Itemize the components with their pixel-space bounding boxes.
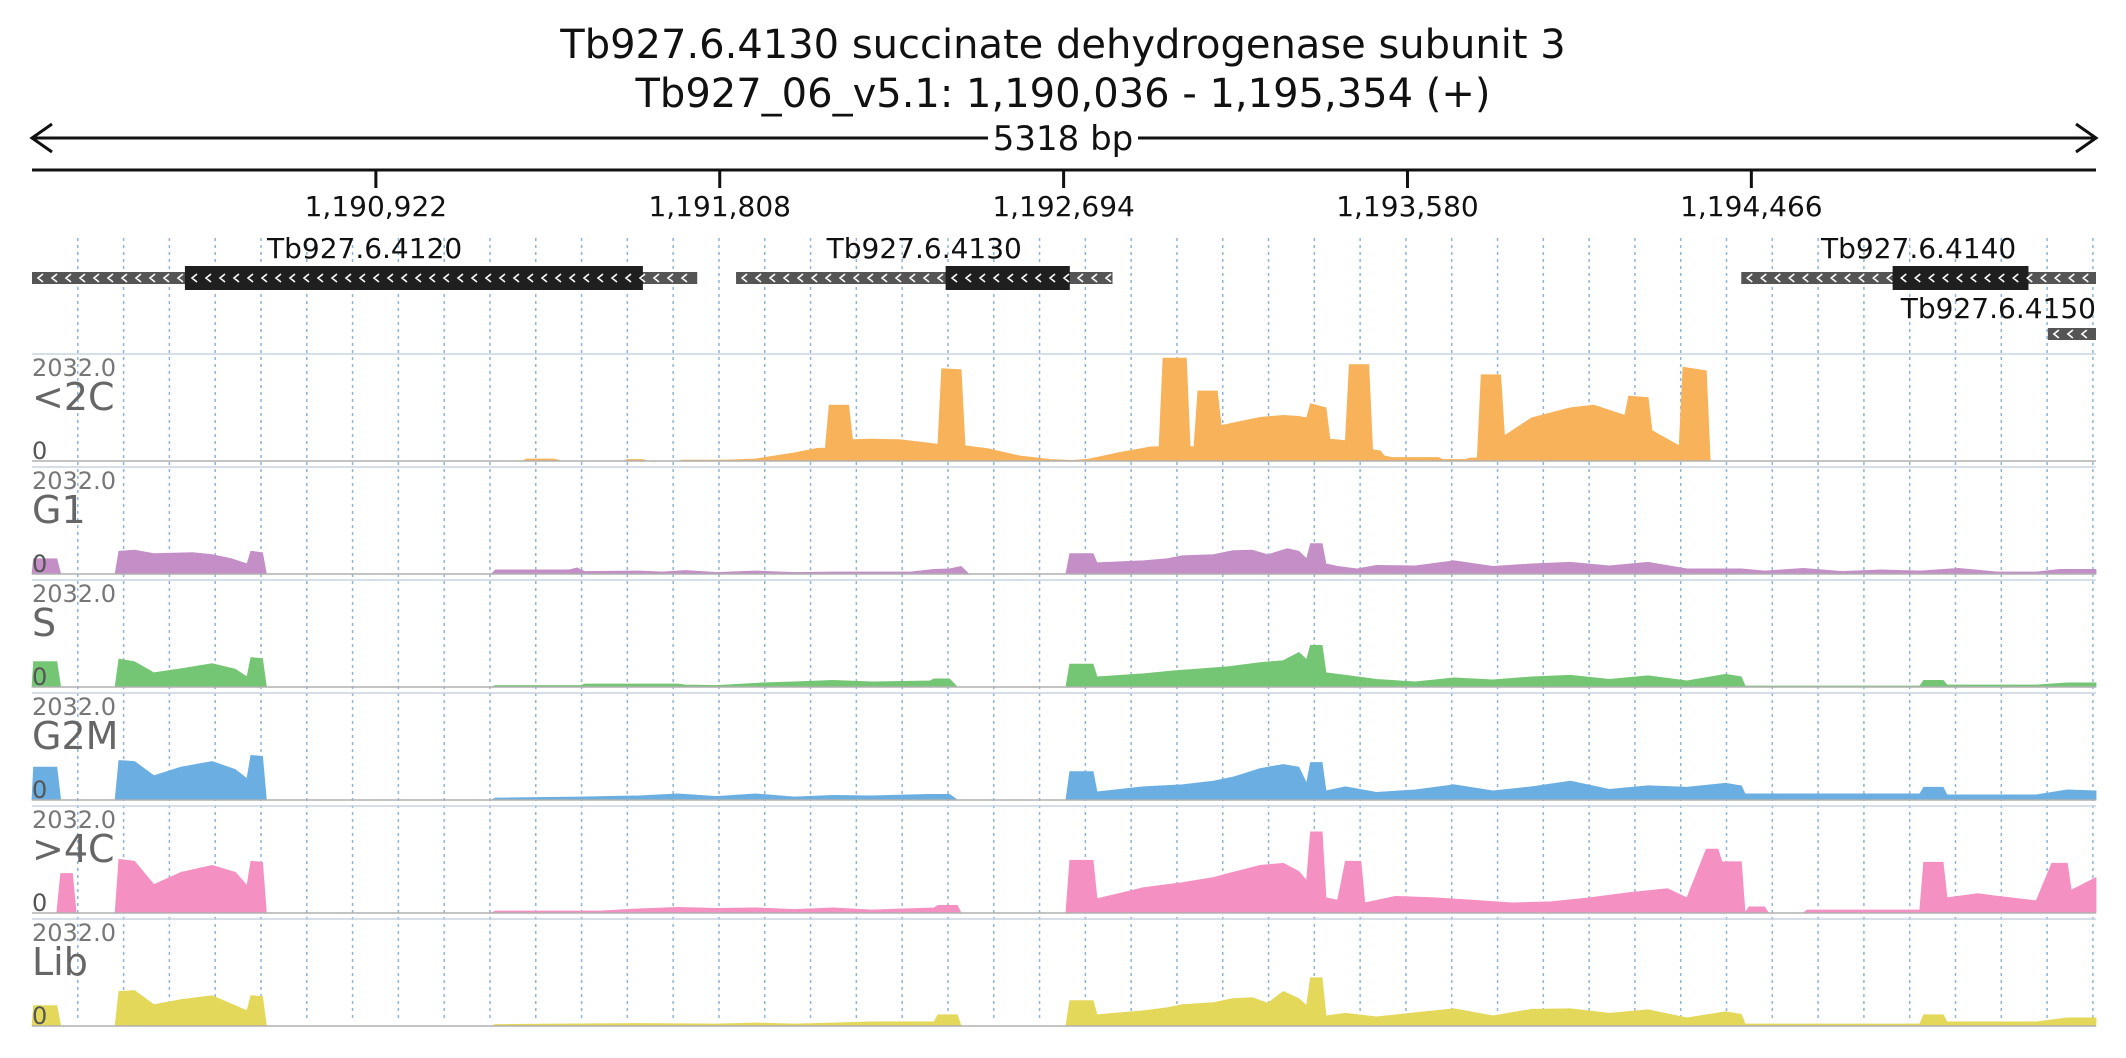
y-max-label: 2032.0: [32, 919, 116, 947]
strand-chevron-icon: [36, 273, 688, 283]
y-max-label: 2032.0: [32, 693, 116, 721]
coverage-area: [32, 357, 2096, 462]
span-label: 5318 bp: [993, 119, 1134, 159]
gene-label: Tb927.6.4120: [266, 232, 462, 265]
track-name-label: <2C: [32, 375, 115, 419]
ruler-ticks: 1,190,922 1,191,808 1,192,694 1,193,580 1,19…: [305, 170, 1823, 223]
track-name-label: Lib: [32, 940, 88, 984]
coverage-area: [32, 831, 2097, 915]
chart-title: Tb927.6.4130 succinate dehydrogenase sub…: [559, 22, 1565, 68]
gene-utr: [2047, 328, 2096, 340]
coverage-area: [31, 977, 2097, 1027]
left-arrow-icon: [29, 122, 53, 154]
track-S: 2032.0S 0: [31, 579, 2097, 691]
coverage-area: [31, 543, 2097, 575]
track-name-label: >4C: [32, 827, 115, 871]
span-indicator: 5318 bp: [29, 119, 2099, 159]
strand-chevron-icon: [740, 273, 1112, 283]
coverage-area: [31, 754, 2097, 801]
y-min-label: 0: [32, 437, 47, 465]
gene-cds: [1892, 266, 2029, 290]
strand-chevron-icon: [1745, 273, 2089, 283]
x-tick-label: 1,193,580: [1336, 190, 1479, 223]
track-name-label: G2M: [32, 714, 118, 758]
y-min-label: 0: [32, 663, 47, 691]
track-name-label: G1: [32, 488, 86, 532]
track-<2C: 2032.0<2C 0: [32, 353, 2096, 465]
y-min-label: 0: [32, 776, 47, 804]
gene-Tb927.6.4140[interactable]: Tb927.6.4140: [1741, 232, 2096, 290]
gene-label: Tb927.6.4150: [1900, 292, 2096, 325]
y-max-label: 2032.0: [32, 806, 116, 834]
coverage-tracks: 2032.0<2C02032.0G102032.0S02032.0G2M0203…: [31, 353, 2097, 1030]
right-arrow-icon: [2075, 122, 2099, 154]
track-G1: 2032.0G1 0: [31, 466, 2097, 578]
x-tick-label: 1,192,694: [992, 190, 1135, 223]
gene-Tb927.6.4150[interactable]: Tb927.6.4150: [1900, 292, 2096, 340]
gene-label: Tb927.6.4130: [826, 232, 1022, 265]
genes-track: Tb927.6.4120 Tb927.6.4130 Tb927.6.4140 Tb92…: [32, 232, 2096, 340]
coverage-area: [31, 645, 2097, 688]
x-tick-label: 1,190,922: [305, 190, 448, 223]
track-name-label: S: [32, 601, 56, 645]
gene-label: Tb927.6.4140: [1820, 232, 2016, 265]
strand-chevron-icon: [2052, 329, 2088, 339]
y-max-label: 2032.0: [32, 467, 116, 495]
y-min-label: 0: [32, 1002, 47, 1030]
y-min-label: 0: [32, 889, 47, 917]
track->4C: 2032.0>4C 0: [32, 805, 2097, 917]
y-max-label: 2032.0: [32, 580, 116, 608]
gene-Tb927.6.4120[interactable]: Tb927.6.4120: [32, 232, 698, 290]
gene-Tb927.6.4130[interactable]: Tb927.6.4130: [736, 232, 1113, 290]
gene-cds: [184, 266, 643, 290]
x-tick-label: 1,191,808: [648, 190, 791, 223]
y-min-label: 0: [32, 550, 47, 578]
y-max-label: 2032.0: [32, 354, 116, 382]
x-tick-label: 1,194,466: [1680, 190, 1823, 223]
locus-label: Tb927_06_v5.1: 1,190,036 - 1,195,354 (+): [635, 71, 1491, 117]
